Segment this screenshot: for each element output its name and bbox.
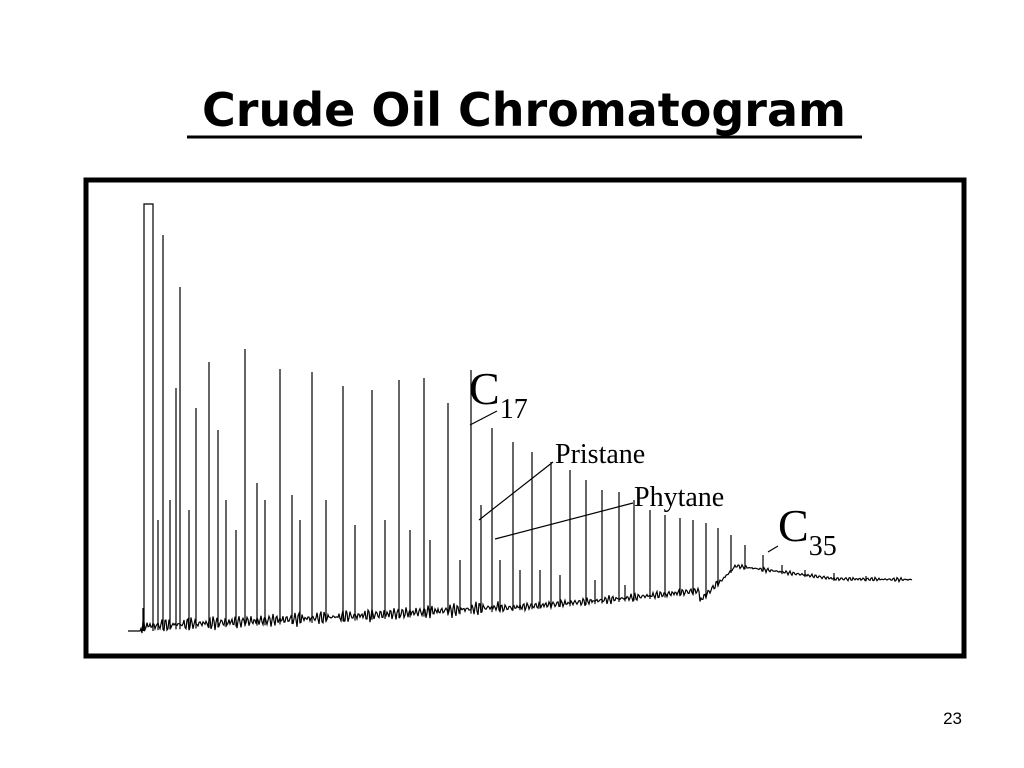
c17-label: C17	[469, 363, 528, 425]
pristane-label: Pristane	[555, 439, 645, 470]
label-subscript: 35	[809, 531, 837, 562]
c35-label: C35	[778, 500, 837, 562]
slide-title: Crude Oil Chromatogram	[202, 83, 846, 137]
leader-line	[469, 410, 498, 426]
page-number: 23	[943, 709, 962, 728]
label-base: C	[778, 500, 809, 551]
label-base: C	[469, 363, 500, 414]
leader-line	[494, 502, 634, 540]
baseline-trace	[143, 203, 154, 631]
leader-lines	[469, 410, 779, 553]
leader-line	[767, 545, 779, 553]
chromatogram-trace	[128, 203, 913, 634]
label-subscript: 17	[500, 394, 528, 425]
chart-frame	[83, 177, 967, 659]
baseline-trace	[128, 563, 913, 634]
leader-line	[478, 461, 554, 521]
phytane-label: Phytane	[634, 482, 724, 513]
